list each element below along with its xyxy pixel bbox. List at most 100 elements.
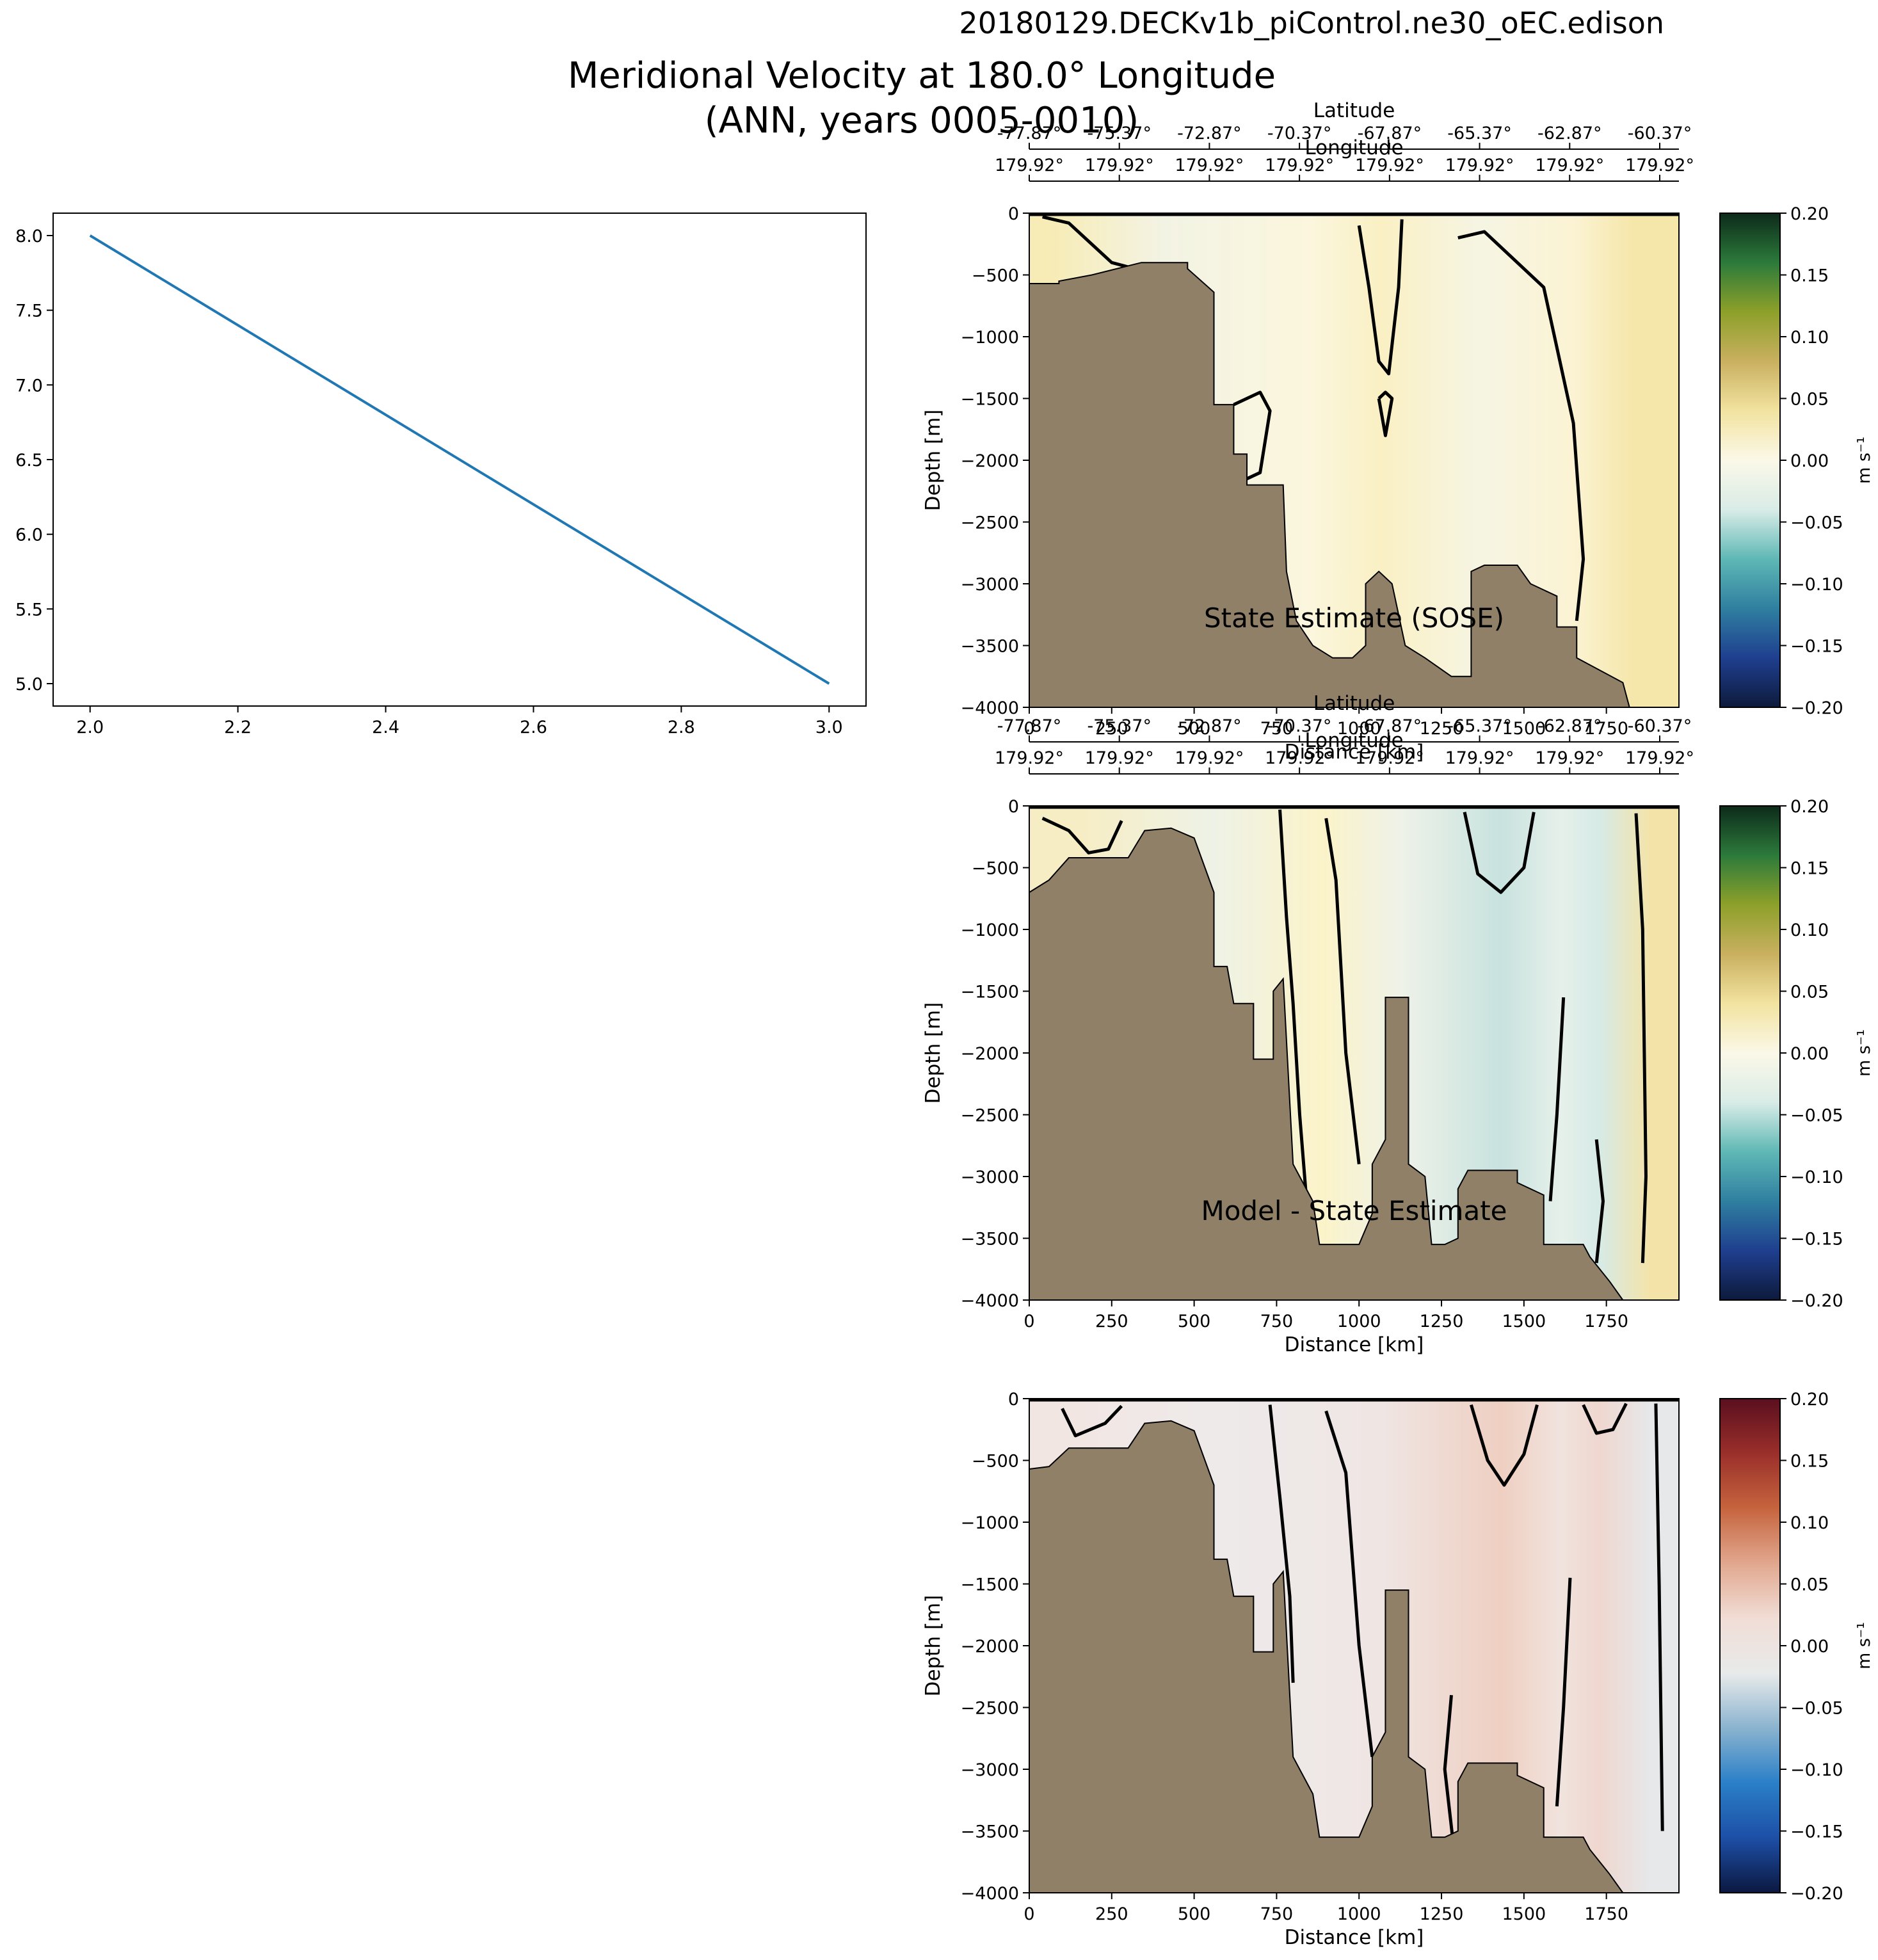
x-tick-label: 1000 xyxy=(1337,719,1381,739)
colorbar-label: m s⁻¹ xyxy=(1854,1622,1874,1669)
zero-contour xyxy=(1463,812,1536,894)
bathymetry xyxy=(1029,827,1624,1300)
x-tick-label: 2.6 xyxy=(520,718,547,737)
colorbar-tick-label: 0.15 xyxy=(1790,266,1829,286)
y-tick-label: −3000 xyxy=(961,575,1019,595)
y-tick-label: 5.0 xyxy=(15,675,43,695)
lat-tick-label: -65.37° xyxy=(1447,716,1512,736)
zero-contour xyxy=(1377,390,1394,437)
zero-contour xyxy=(1582,1402,1628,1435)
x-tick-label: 500 xyxy=(1178,1904,1211,1924)
lat-tick-label: -75.37° xyxy=(1087,716,1152,736)
colorbar-tick-label: 0.20 xyxy=(1790,797,1829,817)
x-axis-label: Distance [km] xyxy=(1285,1333,1424,1356)
lat-tick-label: -62.87° xyxy=(1537,124,1602,143)
y-tick-label: 0 xyxy=(1008,797,1019,817)
run-name: 20180129.DECKv1b_piControl.ne30_oEC.edis… xyxy=(959,6,1664,40)
zero-contour xyxy=(1324,1410,1374,1757)
zero-contour xyxy=(1654,1403,1664,1831)
colorbar-tick-label: −0.15 xyxy=(1790,637,1843,657)
y-tick-label: −4000 xyxy=(961,698,1019,718)
x-tick-label: 3.0 xyxy=(815,718,843,737)
zero-contour xyxy=(1357,219,1404,376)
zero-contour xyxy=(1555,1577,1572,1807)
lat-tick-label: -77.87° xyxy=(997,124,1062,143)
lat-tick-label: -75.37° xyxy=(1087,124,1152,143)
y-tick-label: −500 xyxy=(972,266,1019,286)
lat-tick-label: -62.87° xyxy=(1537,716,1602,736)
x-axis-label: Distance [km] xyxy=(1285,1926,1424,1949)
y-tick-label: −2000 xyxy=(961,451,1019,471)
colorbar xyxy=(1719,1398,1781,1893)
y-tick-label: −3500 xyxy=(961,1822,1019,1842)
colorbar-tick-label: 0.20 xyxy=(1790,1390,1829,1410)
lat-tick-label: -65.37° xyxy=(1447,124,1512,143)
zero-contour xyxy=(1548,997,1566,1201)
colorbar-tick-label: 0.05 xyxy=(1790,983,1829,1002)
panel-label: State Estimate (SOSE) xyxy=(1204,602,1504,634)
y-tick-label: 8.0 xyxy=(15,227,43,246)
zero-contour xyxy=(1634,813,1648,1264)
lon-tick-label: 179.92° xyxy=(1085,156,1154,175)
zero-contour xyxy=(1061,1404,1123,1438)
lon-tick-label: 179.92° xyxy=(1355,748,1424,768)
y-tick-label: −2000 xyxy=(961,1044,1019,1064)
lon-tick-label: 179.92° xyxy=(1625,748,1694,768)
colorbar-tick-label: 0.10 xyxy=(1790,1513,1829,1533)
y-tick-label: −2500 xyxy=(961,1106,1019,1126)
colorbar-tick-label: 0.15 xyxy=(1790,859,1829,879)
colorbar-tick-label: 0.00 xyxy=(1790,1044,1829,1064)
x-tick-label: 2.4 xyxy=(372,718,399,737)
lat-tick-label: -70.37° xyxy=(1267,124,1332,143)
x-tick-label: 1250 xyxy=(1420,719,1464,739)
x-tick-label: 1500 xyxy=(1502,719,1546,739)
lon-tick-label: 179.92° xyxy=(1265,748,1334,768)
lat-tick-label: -67.87° xyxy=(1358,716,1422,736)
lon-tick-label: 179.92° xyxy=(995,748,1064,768)
colorbar-tick-label: −0.05 xyxy=(1790,1699,1843,1719)
zero-contour xyxy=(1443,1694,1457,1856)
lat-tick-label: -72.87° xyxy=(1177,124,1242,143)
colorbar-tick-label: 0.20 xyxy=(1790,204,1829,224)
figure-title-line1: Meridional Velocity at 180.0° Longitude xyxy=(568,55,1276,97)
latitude-axis-label: Latitude xyxy=(1313,692,1395,715)
zero-contour xyxy=(1324,817,1361,1164)
lon-tick-label: 179.92° xyxy=(1355,156,1424,175)
y-tick-label: −1500 xyxy=(961,1575,1019,1595)
zero-contour xyxy=(1041,817,1123,855)
x-tick-label: 0 xyxy=(1023,719,1034,739)
x-tick-label: 2.2 xyxy=(224,718,252,737)
colorbar-tick-label: 0.15 xyxy=(1790,1452,1829,1472)
colorbar-tick-label: −0.05 xyxy=(1790,513,1843,533)
x-tick-label: 250 xyxy=(1095,1312,1128,1331)
x-tick-label: 0 xyxy=(1023,1904,1034,1924)
y-axis-label: Depth [m] xyxy=(922,1595,945,1697)
zero-contour xyxy=(1233,390,1272,481)
x-tick-label: 1250 xyxy=(1420,1904,1464,1924)
colorbar xyxy=(1719,805,1781,1301)
lon-tick-label: 179.92° xyxy=(1535,156,1604,175)
colorbar-tick-label: −0.20 xyxy=(1790,698,1843,718)
y-axis-label: Depth [m] xyxy=(922,410,945,511)
zero-contour xyxy=(1594,1139,1605,1264)
x-tick-label: 500 xyxy=(1178,1312,1211,1331)
x-tick-label: 0 xyxy=(1023,1312,1034,1331)
colorbar-tick-label: −0.15 xyxy=(1790,1822,1843,1842)
x-tick-label: 1750 xyxy=(1584,719,1628,739)
y-tick-label: −3500 xyxy=(961,1230,1019,1249)
colorbar-tick-label: 0.10 xyxy=(1790,328,1829,348)
y-tick-label: −4000 xyxy=(961,1884,1019,1904)
colorbar xyxy=(1719,213,1781,708)
x-tick-label: 2.8 xyxy=(668,718,695,737)
longitude-axis-label: Longitude xyxy=(1304,136,1403,159)
colorbar-tick-label: −0.05 xyxy=(1790,1106,1843,1126)
line-chart: 2.0 2.2 2.4 2.6 2.8 3.0 5.0 5.5 6.0 6.5 7.0 7.5 8.0 xyxy=(15,213,867,737)
lon-tick-label: 179.92° xyxy=(1175,156,1244,175)
figure-title-line2: (ANN, years 0005-0010) xyxy=(705,100,1139,141)
lon-tick-label: 179.92° xyxy=(1535,748,1604,768)
x-tick-label: 2.0 xyxy=(76,718,104,737)
x-tick-label: 750 xyxy=(1260,719,1294,739)
y-tick-label: −4000 xyxy=(961,1291,1019,1311)
lon-tick-label: 179.92° xyxy=(1445,748,1514,768)
plot-area xyxy=(1029,806,1679,1300)
